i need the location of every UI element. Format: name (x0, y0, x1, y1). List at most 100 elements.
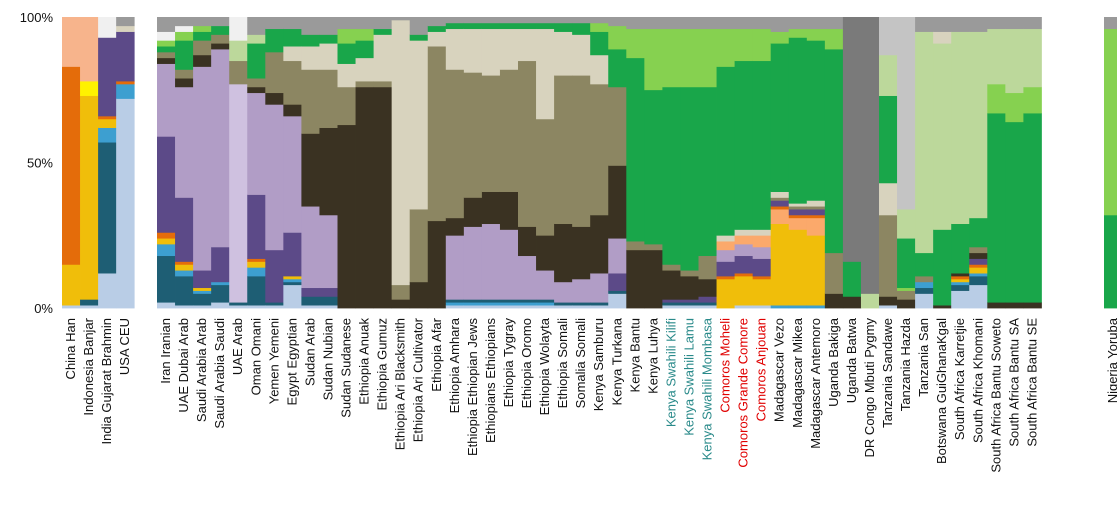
bar-segment-lightgreen (716, 28, 735, 67)
bar-ethiopia-afar (427, 17, 447, 309)
bar-segment-green (734, 60, 754, 230)
bar-segment-green (445, 22, 465, 30)
x-tick-label: South Africa Bantu SA (1006, 318, 1021, 447)
bar-segment-lightgreen (644, 28, 663, 91)
bar-segment-orange (951, 275, 970, 280)
bar-comoros-moheli (716, 17, 735, 309)
bar-segment-darkbrown (1023, 302, 1042, 309)
bar-segment-purple (319, 287, 338, 297)
bar-segment-teal (481, 299, 501, 303)
bar-china-han (62, 17, 81, 309)
bar-segment-olive (499, 69, 519, 192)
bar-segment-olive (445, 69, 465, 219)
bar-uganda-batwa (842, 17, 862, 309)
x-tick-label: Madagascar Mikea (790, 317, 805, 428)
bar-usa-ceu (116, 17, 135, 309)
x-tick-label: Kenya Swahili Lamu (681, 318, 696, 436)
bar-segment-skyblue (463, 302, 483, 306)
bar-segment-purple (806, 209, 826, 216)
bar-iran-iranian (157, 17, 176, 309)
bar-segment-grey (698, 17, 717, 30)
bar-segment-teal (680, 302, 699, 306)
x-tick-label: Sudan Arab (302, 318, 317, 386)
bar-segment-olive (319, 69, 338, 128)
bar-segment-beige (716, 235, 735, 242)
bar-south-africa-bantu-se (1023, 17, 1042, 309)
bar-south-africa-khomani (969, 17, 988, 309)
bar-segment-green (806, 40, 826, 201)
bar-segment-olive (824, 252, 844, 294)
bar-indonesia-banjar (80, 17, 99, 309)
bar-segment-green (1023, 113, 1042, 303)
bar-segment-lightblue (554, 305, 573, 309)
bar-segment-grey (626, 17, 645, 30)
bar-segment-green (536, 22, 555, 30)
bar-segment-olive (337, 86, 356, 126)
bar-segment-grey (518, 17, 537, 24)
x-tick-label: Yemen Yemeni (266, 318, 281, 404)
bar-segment-orange (969, 264, 988, 268)
bar-segment-grey (211, 17, 230, 27)
bar-segment-green (662, 86, 681, 265)
x-tick-label: Ethiopia Somali (555, 318, 570, 408)
bar-segment-grey (590, 17, 609, 24)
bar-segment-darkbrown (265, 92, 284, 105)
bar-segment-skyblue (116, 83, 135, 99)
bar-segment-lightgreen (806, 28, 826, 41)
bar-segment-olive (391, 284, 411, 300)
bar-tanzania-san (915, 17, 934, 309)
bar-segment-gold (157, 238, 176, 245)
bar-segment-green (373, 28, 393, 35)
bar-segment-grey (463, 17, 483, 24)
bar-segment-purple (283, 232, 302, 277)
bar-segment-grey (427, 17, 447, 27)
bar-segment-darkbrown (157, 57, 176, 64)
bar-segment-lightblue (301, 305, 320, 309)
bar-segment-lightblue (98, 273, 117, 309)
bar-segment-gold (193, 287, 212, 291)
x-tick-label: Nigeria Yoruba (1105, 317, 1117, 403)
x-tick-label: Comoros Anjouan (754, 318, 769, 421)
bar-segment-green (409, 34, 429, 41)
x-tick-label: Iran Iranian (158, 318, 173, 384)
bar-segment-lightgreen (1023, 86, 1042, 114)
bar-segment-darkbrown (662, 270, 681, 300)
bar-segment-lightblue (175, 305, 194, 309)
bar-segment-lightlavender (229, 83, 248, 303)
x-tick-label: India Gujarat Brahmin (99, 318, 114, 444)
bar-madagascar-vezo (770, 17, 790, 309)
bar-segment-palegreen (860, 293, 880, 309)
bar-segment-lavender (175, 86, 194, 198)
bar-segment-darkbrown (355, 86, 374, 309)
x-tick-label: Saudi Arabia Arab (194, 318, 209, 422)
bar-segment-lavender (211, 49, 230, 248)
bar-segment-green (969, 217, 988, 248)
bar-segment-green (247, 43, 266, 79)
bar-segment-green (933, 229, 952, 306)
bar-segment-darkbrown (572, 226, 591, 280)
bar-segment-green (337, 43, 356, 64)
bar-segment-lavender (301, 206, 320, 289)
bar-segment-darkbrown (842, 296, 862, 309)
bar-segment-grey (1005, 17, 1024, 30)
x-tick-label: USA CEU (117, 318, 132, 375)
bar-segment-olive (698, 255, 717, 280)
bar-segment-darkbrown (590, 214, 609, 274)
bar-segment-palegreen (933, 43, 952, 230)
bar-segment-darkgrey (842, 17, 862, 262)
bar-segment-lightblue (265, 305, 284, 309)
bar-segment-lightgreen (1104, 28, 1117, 216)
bar-segment-lavender (590, 273, 609, 303)
bar-segment-orange (116, 81, 135, 85)
bar-segment-darkbrown (879, 296, 898, 306)
bar-segment-darkbrown (337, 124, 356, 309)
bar-segment-white (98, 17, 117, 38)
bar-segment-skyblue (518, 302, 537, 306)
bar-segment-gold (770, 223, 790, 306)
bar-segment-skyblue (193, 290, 212, 294)
bar-segment-olive (879, 214, 898, 297)
bar-segment-gold (62, 264, 81, 306)
bar-ethiopia-somali (554, 17, 573, 309)
bar-comoros-anjouan (752, 17, 772, 309)
bar-segment-lightblue (116, 98, 135, 309)
